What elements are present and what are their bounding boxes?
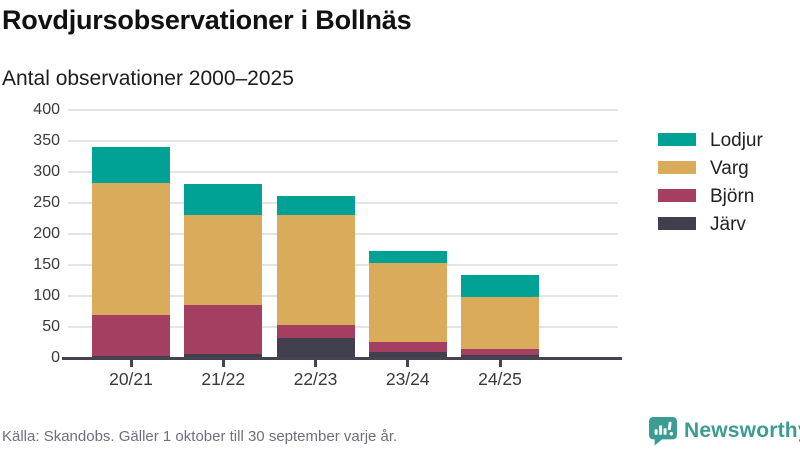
bar-segment-björn-22-23 [276, 324, 355, 338]
gridline-y-400 [68, 109, 618, 111]
bar-segment-björn-24-25 [461, 348, 539, 355]
y-tick-label: 300 [33, 163, 60, 180]
y-tick-label: 50 [42, 318, 60, 335]
legend-swatch-varg [658, 161, 696, 174]
y-tick-label: 350 [33, 132, 60, 149]
bar-segment-varg-23-24 [368, 262, 447, 342]
legend-label: Järv [710, 214, 746, 235]
bar-segment-björn-21-22 [184, 305, 263, 354]
x-axis-label: 24/25 [478, 369, 522, 389]
legend-label: Lodjur [710, 130, 763, 151]
page-title: Rovdjursobservationer i Bollnäs [2, 5, 412, 35]
x-tick-22-23 [314, 360, 317, 367]
bar-segment-varg-21-22 [184, 215, 263, 306]
y-tick-label: 0 [51, 349, 60, 366]
x-axis-baseline [62, 357, 622, 360]
y-tick-label: 200 [33, 225, 60, 242]
bar-segment-järv-20-21 [92, 355, 170, 358]
y-tick-label: 400 [33, 101, 60, 118]
x-axis-label: 22/23 [293, 369, 338, 389]
bar-segment-lodjur-21-22 [184, 184, 263, 216]
legend-label: Varg [710, 158, 749, 179]
bar-segment-varg-22-23 [276, 215, 355, 325]
x-tick-24-25 [498, 360, 502, 367]
x-tick-20-21 [129, 360, 133, 367]
source-note: Källa: Skandobs. Gäller 1 oktober till 3… [2, 428, 398, 445]
legend-swatch-björn [658, 189, 696, 202]
bar-chart-speech-bubble-icon [649, 416, 677, 446]
bar-segment-varg-24-25 [461, 297, 539, 349]
bar-segment-lodjur-22-23 [276, 195, 355, 216]
bar-segment-varg-20-21 [92, 183, 170, 315]
bar-segment-järv-23-24 [368, 351, 447, 358]
bar-segment-lodjur-20-21 [92, 147, 170, 184]
bar-segment-lodjur-24-25 [461, 274, 539, 298]
x-tick-21-22 [221, 360, 225, 367]
x-axis-label: 23/24 [385, 369, 430, 389]
chart-subtitle: Antal observationer 2000–2025 [2, 67, 294, 90]
y-tick-label: 150 [33, 256, 60, 273]
gridline-y-350 [68, 140, 618, 142]
gridline-y-300 [68, 171, 618, 173]
bar-segment-björn-20-21 [92, 314, 170, 356]
x-axis-label: 20/21 [109, 369, 153, 389]
y-axis-labels: 0 50 100 150 200 250 300 350 400 [0, 101, 60, 370]
legend-label: Björn [710, 186, 755, 207]
bar-segment-björn-23-24 [368, 341, 447, 352]
logo-text: Newsworthy [684, 419, 800, 442]
x-tick-23-24 [406, 360, 410, 367]
plot-area: 20/21 21/22 22/23 23/24 24/25 [62, 109, 622, 389]
bar-segment-järv-24-25 [461, 354, 539, 358]
legend-swatch-lodjur [658, 133, 696, 146]
bar-segment-järv-22-23 [276, 337, 355, 358]
legend-swatch-järv [658, 217, 696, 230]
y-tick-label: 250 [33, 194, 60, 211]
y-tick-label: 100 [33, 287, 60, 304]
bar-segment-järv-21-22 [184, 353, 263, 358]
bar-segment-lodjur-23-24 [368, 251, 447, 263]
newsworthy-logo[interactable]: Newsworthy [649, 416, 800, 446]
x-axis-label: 21/22 [201, 369, 246, 389]
